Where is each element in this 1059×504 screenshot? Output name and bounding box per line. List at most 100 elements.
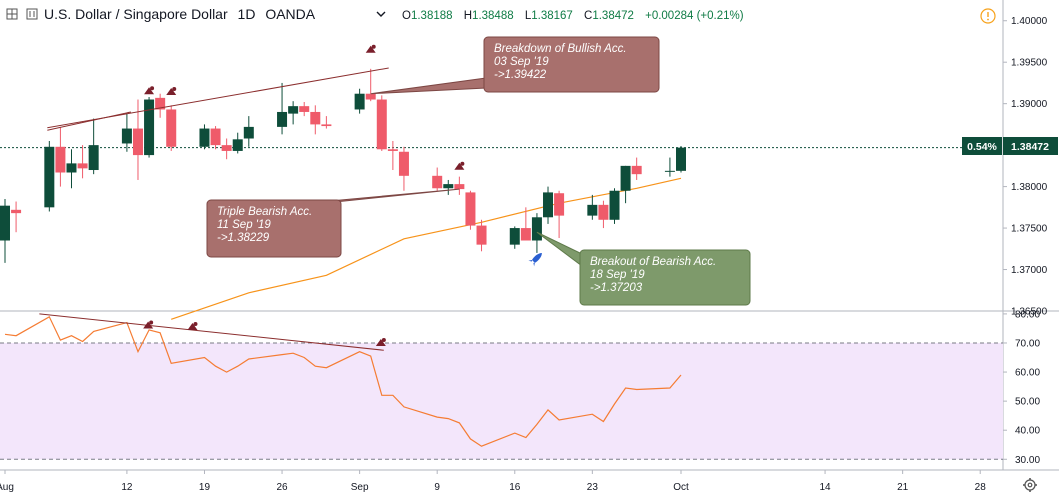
rsi-tick-label: 70.00 xyxy=(1015,338,1040,349)
ohlc-low-label: L xyxy=(525,10,532,22)
candle-body xyxy=(432,175,443,189)
symbol-title[interactable]: U.S. Dollar / Singapore Dollar xyxy=(44,6,228,22)
callout-text-line: ->1.39422 xyxy=(494,69,547,81)
candle-body xyxy=(609,190,620,220)
time-tick-label: Aug xyxy=(0,482,14,493)
candle xyxy=(11,201,22,233)
candle-body xyxy=(88,145,99,171)
candle xyxy=(543,186,554,224)
chevron-down-icon[interactable] xyxy=(376,11,386,17)
candles xyxy=(0,68,686,263)
last-price-value: 1.38472 xyxy=(1011,141,1049,153)
candle xyxy=(199,124,210,150)
candle-body xyxy=(376,99,387,150)
candle-body xyxy=(454,184,465,190)
alert-icon[interactable] xyxy=(980,8,996,24)
bear-marker-shape xyxy=(375,338,386,346)
bear-marker-icon xyxy=(166,87,177,96)
candle xyxy=(66,149,77,189)
axes: 1.400001.395001.390001.385001.380001.375… xyxy=(0,16,1048,493)
candle xyxy=(243,116,254,147)
ohlc-open-label: O xyxy=(402,10,411,22)
rocket-body xyxy=(531,252,542,263)
rsi-tick-label: 80.00 xyxy=(1015,309,1040,320)
callout: Triple Bearish Acc.11 Sep '19->1.38229 xyxy=(206,188,460,258)
early-trendline xyxy=(47,111,132,131)
candle xyxy=(387,140,398,171)
crosshair-icon[interactable] xyxy=(6,8,18,20)
candle xyxy=(676,145,686,173)
candle-body xyxy=(277,111,288,127)
bear-marker-icon xyxy=(144,86,155,95)
time-tick-label: 21 xyxy=(897,482,909,493)
candle xyxy=(288,101,299,125)
candle-body xyxy=(664,170,675,172)
bear-marker-head xyxy=(193,321,198,326)
candle xyxy=(554,190,565,239)
candle xyxy=(155,93,166,118)
candle xyxy=(321,116,332,129)
bear-marker-head xyxy=(460,161,465,166)
candle-body xyxy=(354,93,365,110)
candle xyxy=(55,126,66,187)
callout-text-line: Triple Bearish Acc. xyxy=(217,206,312,218)
candle xyxy=(520,207,531,241)
candle-body xyxy=(631,165,642,175)
time-tick-label: 12 xyxy=(121,482,133,493)
candle-body xyxy=(310,111,321,125)
bear-marker-shape xyxy=(143,321,154,329)
callout-text-line: Breakout of Bearish Acc. xyxy=(590,256,716,268)
candle xyxy=(88,118,99,175)
candle xyxy=(609,188,620,224)
candle xyxy=(465,190,476,230)
bear-marker-head xyxy=(381,337,386,342)
rocket-icon xyxy=(528,252,542,267)
candle-body xyxy=(520,228,531,241)
candle-body xyxy=(243,126,254,139)
candle xyxy=(454,176,465,195)
candle-body xyxy=(199,128,210,147)
candle xyxy=(598,200,609,229)
collapse-icon[interactable] xyxy=(26,8,38,20)
callout-text-line: Breakdown of Bullish Acc. xyxy=(494,43,627,55)
candle-body xyxy=(77,163,88,169)
svg-text:U.S. Dollar / Singapore Dollar: U.S. Dollar / Singapore Dollar 1D OANDA xyxy=(44,6,316,22)
gear-icon[interactable] xyxy=(1023,478,1037,492)
rsi-tick-label: 30.00 xyxy=(1015,455,1040,466)
candle xyxy=(398,146,409,191)
candle xyxy=(132,99,143,180)
rsi-bear-marker-icon xyxy=(143,320,154,329)
interval-label[interactable]: 1D xyxy=(238,6,256,22)
candle-body xyxy=(587,204,598,216)
rsi-trendline xyxy=(39,313,384,351)
last-price-badge: 0.54% 1.38472 xyxy=(962,137,1058,155)
candle xyxy=(310,105,321,135)
price-tick-label: 1.40000 xyxy=(1011,16,1048,27)
price-tick-label: 1.38000 xyxy=(1011,182,1048,193)
candle-body xyxy=(166,109,177,147)
candle xyxy=(221,138,232,160)
time-tick-label: 19 xyxy=(199,482,211,493)
price-tick-label: 1.37500 xyxy=(1011,224,1048,235)
candle xyxy=(664,157,675,177)
candle-body xyxy=(398,151,409,176)
candle-body xyxy=(443,184,454,189)
time-tick-label: 14 xyxy=(820,482,832,493)
price-tick-label: 1.36500 xyxy=(1011,307,1048,318)
callout-text-line: ->1.37203 xyxy=(590,282,643,294)
ohlc-close-value: 1.38472 xyxy=(592,10,634,22)
candle xyxy=(476,219,487,252)
candle-body xyxy=(543,192,554,218)
callouts: Breakdown of Bullish Acc.03 Sep '19->1.3… xyxy=(206,36,751,306)
time-tick-label: 9 xyxy=(434,482,440,493)
time-tick-label: Sep xyxy=(351,482,369,493)
candle-body xyxy=(554,193,565,216)
rsi-bear-marker-icon xyxy=(187,321,198,330)
candle xyxy=(531,213,542,253)
rsi-band xyxy=(0,342,1003,460)
candle-body xyxy=(321,124,332,127)
candle xyxy=(509,226,520,249)
candle-body xyxy=(232,139,243,151)
candle-body xyxy=(299,106,310,112)
